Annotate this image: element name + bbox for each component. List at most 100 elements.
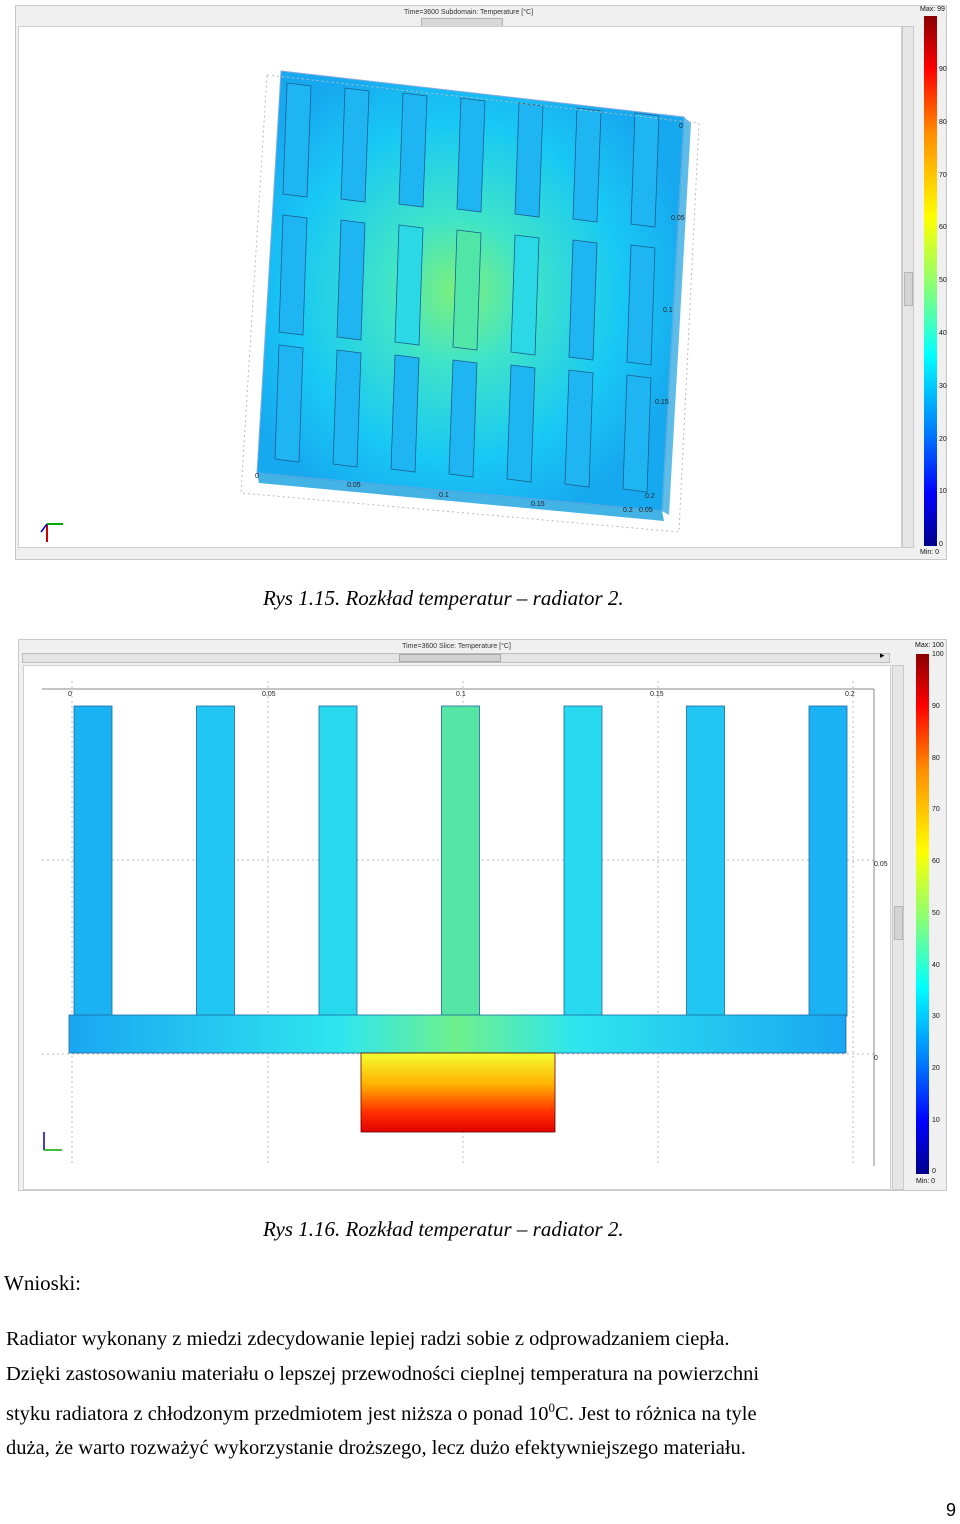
fin <box>196 705 235 1017</box>
figure-1-fins <box>274 82 660 493</box>
legend-tick: 80 <box>932 754 940 762</box>
fin <box>622 374 652 493</box>
axis-tick: 0.05 <box>671 215 685 222</box>
figure-1-vertical-scrollbar[interactable] <box>902 26 914 548</box>
legend-tick: 60 <box>932 858 940 866</box>
fin <box>336 219 366 341</box>
fin <box>282 82 312 198</box>
legend-tick: 20 <box>939 435 947 443</box>
figure-2-vertical-scrollbar[interactable] <box>892 665 904 1190</box>
figure-1-plot-area: 0 0.05 0.1 0.15 0.2 0.2 0.05 0 0.05 0.1 … <box>18 26 902 548</box>
fin <box>514 102 544 218</box>
axis-tick: 0.2 <box>645 493 655 500</box>
legend-min-label: Min: 0 <box>920 549 940 556</box>
figure-2-plot-area: 0 0.05 0.1 0.15 0.2 0.05 0 <box>23 665 891 1190</box>
fin <box>564 369 594 488</box>
axis-tick: 0.1 <box>663 307 673 314</box>
fin <box>394 224 424 346</box>
legend-tick: 60 <box>939 224 947 232</box>
axis-tick: 0 <box>68 691 72 698</box>
legend-tick: 0 <box>932 1168 936 1176</box>
fin <box>318 705 358 1017</box>
fin <box>441 705 480 1017</box>
legend-min-label: Min: 0 <box>916 1178 936 1185</box>
paragraph-line: Dzięki zastosowaniu materiału o lepszej … <box>6 1362 760 1385</box>
axis-tick: 0.15 <box>655 399 669 406</box>
fin <box>332 349 362 468</box>
conclusions-paragraph: Radiator wykonany z miedzi zdecydowanie … <box>6 1322 946 1466</box>
fin <box>563 705 603 1017</box>
fin <box>340 87 370 203</box>
axis-tick: 0.1 <box>439 492 449 499</box>
legend-tick: 40 <box>932 961 940 969</box>
legend-tick: 30 <box>932 1013 940 1021</box>
legend-tick: 20 <box>932 1064 940 1072</box>
heat-source-block <box>360 1052 556 1133</box>
conclusions-heading: Wnioski: <box>4 1271 81 1295</box>
fin <box>626 244 656 366</box>
page-number: 9 <box>945 1500 956 1520</box>
legend-tick: 50 <box>932 909 940 917</box>
paragraph-line: Radiator wykonany z miedzi zdecydowanie … <box>6 1328 730 1350</box>
figure-2-horizontal-scrollbar[interactable] <box>22 653 890 663</box>
fin <box>73 705 113 1017</box>
scrollbar-thumb[interactable] <box>894 906 903 940</box>
axis-tick: 0.2 <box>623 507 633 514</box>
legend-tick: 90 <box>939 66 947 73</box>
scroll-right-icon[interactable]: ▸ <box>880 651 885 661</box>
figure-1-heatsink-3d <box>40 70 700 542</box>
fin <box>398 92 428 208</box>
legend-max-label: Max: 99 <box>920 6 945 13</box>
legend-tick: 80 <box>939 118 947 126</box>
fin <box>572 107 602 223</box>
paragraph-line: duża, że warto rozważyć wykorzystanie dr… <box>6 1437 746 1460</box>
figure-2-fins <box>73 705 848 1017</box>
legend-tick: 30 <box>939 382 947 390</box>
degree-superscript: 0 <box>548 1400 556 1415</box>
fin <box>278 214 308 336</box>
fin <box>510 234 540 356</box>
axis-tick: 0.05 <box>347 482 361 489</box>
figure-1-color-legend <box>924 16 937 546</box>
fin <box>808 705 848 1017</box>
fin <box>568 239 598 361</box>
figure-2-screenshot: Time=3600 Slice: Temperature [°C] ▸ <box>18 639 947 1191</box>
axis-tick: 0 <box>679 123 683 130</box>
text-span: styku radiatora z chłodzonym przedmiotem… <box>6 1402 549 1425</box>
heatsink-base <box>68 1014 847 1054</box>
axis-tick: 0.1 <box>456 691 466 698</box>
legend-tick: 10 <box>932 1116 940 1124</box>
legend-tick: 0 <box>939 541 943 549</box>
legend-tick: 70 <box>939 171 947 179</box>
fin <box>274 344 304 463</box>
fin <box>456 97 486 213</box>
figure-1-screenshot: Time=3600 Subdomain: Temperature [°C] <box>15 5 947 560</box>
axis-tick: 0 <box>255 473 259 480</box>
legend-top-label: 100 <box>932 651 944 658</box>
legend-tick: 10 <box>939 488 947 496</box>
legend-tick: 50 <box>939 277 947 285</box>
axis-tick: 0.15 <box>531 501 545 508</box>
figure-2-header: Time=3600 Slice: Temperature [°C] <box>402 643 511 650</box>
axis-tick: 0.15 <box>650 691 664 698</box>
text-span: C. Jest to różnica na tyle <box>555 1402 757 1425</box>
axis-tick: 0 <box>874 1055 878 1062</box>
fin <box>630 112 660 228</box>
figure-1-header: Time=3600 Subdomain: Temperature [°C] <box>403 9 534 16</box>
fin <box>686 705 725 1017</box>
legend-tick: 70 <box>932 806 940 814</box>
scrollbar-thumb[interactable] <box>904 272 913 306</box>
fin <box>452 229 482 351</box>
fin <box>506 364 536 483</box>
figure-2-color-legend <box>916 654 929 1174</box>
scrollbar-thumb[interactable] <box>399 654 501 662</box>
axis-tick: 0.05 <box>262 691 276 698</box>
fin <box>448 359 478 478</box>
paragraph-line: styku radiatora z chłodzonym przedmiotem… <box>6 1391 946 1431</box>
axis-tick: 0.05 <box>639 507 653 514</box>
legend-tick: 90 <box>932 703 940 710</box>
figure-2-caption: Rys 1.16. Rozkład temperatur – radiator … <box>263 1217 624 1241</box>
figure-2-heatsink-slice <box>42 681 875 1166</box>
axis-gizmo-icon <box>43 1132 62 1151</box>
axis-tick: 0.05 <box>874 861 888 868</box>
